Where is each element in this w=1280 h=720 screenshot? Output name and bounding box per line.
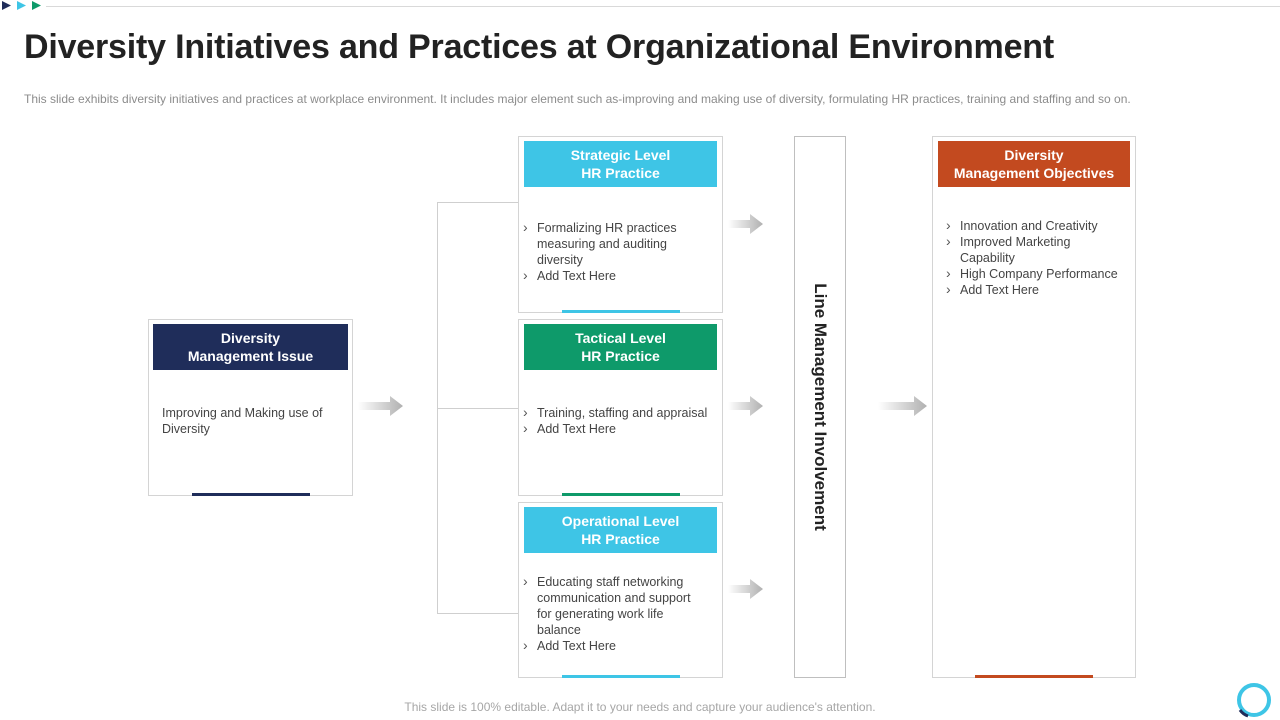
- list-item: Add Text Here: [523, 267, 713, 284]
- strategic-practice-title: Strategic Level HR Practice: [570, 147, 671, 181]
- objectives-card-header: Diversity Management Objectives: [938, 141, 1130, 187]
- objectives-card: Diversity Management Objectives Innovati…: [932, 136, 1136, 678]
- practice-bracket-middle: [437, 408, 519, 409]
- objectives-card-title: Diversity Management Objectives: [953, 147, 1115, 181]
- tactical-practice-card: Tactical Level HR Practice Training, sta…: [518, 319, 723, 496]
- list-item: Formalizing HR practices measuring and a…: [523, 219, 713, 268]
- arrow-right-icon: [728, 396, 763, 416]
- tactical-practice-header: Tactical Level HR Practice: [524, 324, 717, 370]
- line-management-label: Line Management Involvement: [811, 283, 830, 531]
- tactical-practice-accent: [561, 493, 680, 496]
- list-item: Educating staff networking communication…: [523, 573, 708, 638]
- list-item: Innovation and Creativity: [946, 217, 1121, 234]
- slide-title: Diversity Initiatives and Practices at O…: [24, 28, 1054, 66]
- operational-practice-title: Operational Level HR Practice: [561, 513, 680, 547]
- list-item: Improved Marketing Capability: [946, 233, 1121, 266]
- tactical-practice-list: Training, staffing and appraisal Add Tex…: [523, 404, 719, 437]
- list-item: Add Text Here: [523, 420, 719, 437]
- operational-practice-list: Educating staff networking communication…: [523, 573, 708, 654]
- top-rule: [46, 6, 1280, 7]
- list-item: Add Text Here: [946, 281, 1121, 298]
- operational-practice-card: Operational Level HR Practice Educating …: [518, 502, 723, 678]
- line-management-box: Line Management Involvement: [794, 136, 846, 678]
- list-item: Add Text Here: [523, 637, 708, 654]
- issue-card-text: Improving and Making use of Diversity: [162, 406, 323, 436]
- list-item: High Company Performance: [946, 265, 1121, 282]
- issue-card-accent: [191, 493, 310, 496]
- objectives-list: Innovation and Creativity Improved Marke…: [946, 217, 1121, 298]
- arrow-right-icon: [358, 396, 403, 416]
- dot-cyan-icon: [17, 1, 26, 10]
- strategic-practice-list: Formalizing HR practices measuring and a…: [523, 219, 713, 284]
- dot-green-icon: [32, 1, 41, 10]
- strategic-practice-card: Strategic Level HR Practice Formalizing …: [518, 136, 723, 313]
- ring-logo-icon: [1237, 683, 1271, 718]
- issue-card-title: Diversity Management Issue: [187, 330, 314, 364]
- issue-card-header: Diversity Management Issue: [153, 324, 348, 370]
- dot-navy-icon: [2, 1, 11, 10]
- strategic-practice-accent: [561, 310, 680, 313]
- objectives-card-accent: [975, 675, 1093, 678]
- arrow-right-icon: [728, 214, 763, 234]
- list-item: Training, staffing and appraisal: [523, 404, 719, 421]
- operational-practice-header: Operational Level HR Practice: [524, 507, 717, 553]
- tactical-practice-title: Tactical Level HR Practice: [575, 330, 666, 364]
- slide-subtitle: This slide exhibits diversity initiative…: [24, 92, 1131, 106]
- decorative-dots: [2, 1, 41, 10]
- issue-card: Diversity Management Issue Improving and…: [148, 319, 353, 496]
- arrow-right-icon: [728, 579, 763, 599]
- operational-practice-accent: [561, 675, 680, 678]
- arrow-right-icon: [878, 396, 927, 416]
- slide-footer: This slide is 100% editable. Adapt it to…: [404, 700, 876, 714]
- strategic-practice-header: Strategic Level HR Practice: [524, 141, 717, 187]
